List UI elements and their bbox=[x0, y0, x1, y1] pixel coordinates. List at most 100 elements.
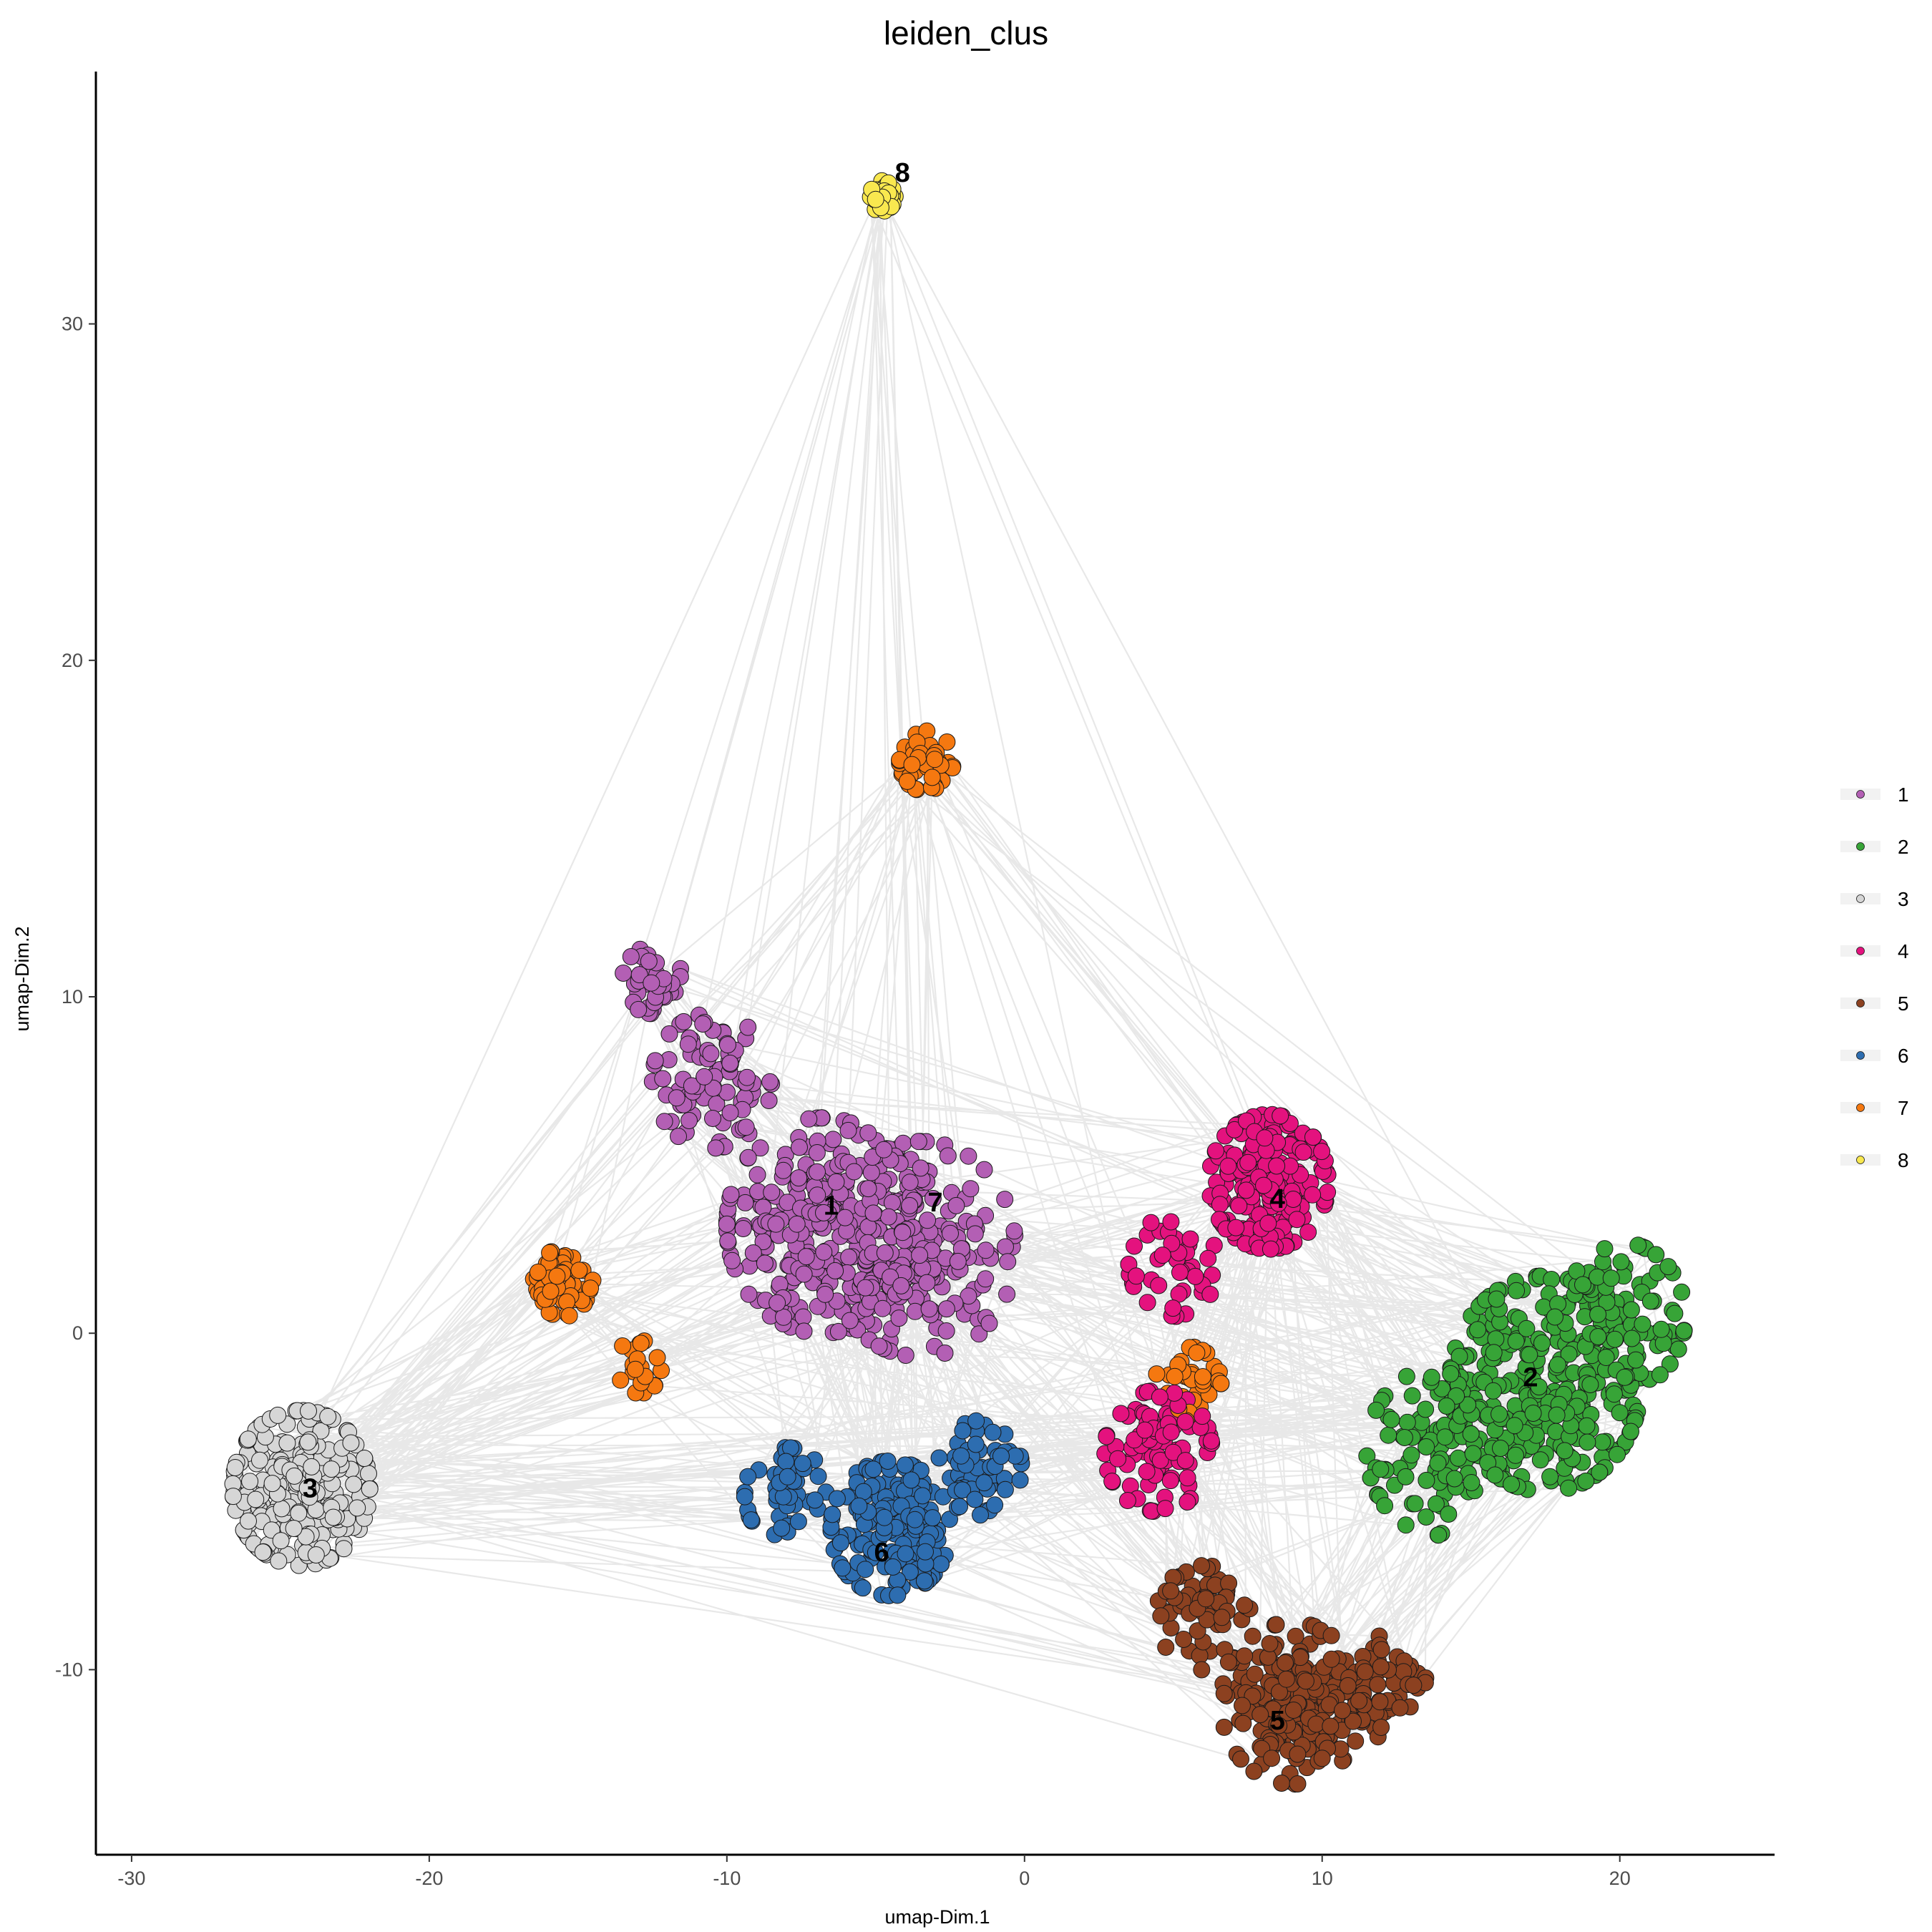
data-point-cluster-1 bbox=[901, 1196, 919, 1214]
data-point-cluster-2 bbox=[1616, 1368, 1634, 1386]
data-point-cluster-7 bbox=[529, 1263, 547, 1281]
data-point-cluster-7 bbox=[570, 1262, 588, 1279]
data-point-cluster-5 bbox=[1371, 1693, 1389, 1711]
data-point-cluster-3 bbox=[251, 1451, 268, 1469]
data-point-cluster-7 bbox=[560, 1307, 578, 1324]
x-tick-label: -20 bbox=[415, 1868, 443, 1889]
data-point-cluster-5 bbox=[1345, 1712, 1362, 1730]
data-point-cluster-7 bbox=[582, 1279, 600, 1297]
data-point-cluster-4 bbox=[1166, 1384, 1184, 1402]
data-point-cluster-5 bbox=[1245, 1762, 1263, 1780]
data-point-cluster-5 bbox=[1284, 1702, 1302, 1719]
data-point-cluster-5 bbox=[1322, 1717, 1340, 1735]
data-point-cluster-2 bbox=[1579, 1433, 1596, 1451]
data-point-cluster-6 bbox=[806, 1491, 824, 1509]
legend-swatch bbox=[1856, 842, 1865, 851]
data-point-cluster-2 bbox=[1402, 1446, 1420, 1464]
data-point-cluster-3 bbox=[324, 1508, 342, 1526]
data-point-cluster-2 bbox=[1506, 1417, 1523, 1435]
data-point-cluster-4 bbox=[1256, 1129, 1274, 1147]
data-point-cluster-1 bbox=[795, 1322, 813, 1340]
data-point-cluster-2 bbox=[1669, 1340, 1687, 1358]
data-point-cluster-4 bbox=[1202, 1432, 1220, 1450]
data-point-cluster-1 bbox=[892, 1277, 910, 1294]
data-point-cluster-4 bbox=[1304, 1128, 1322, 1146]
data-point-cluster-2 bbox=[1574, 1276, 1591, 1294]
data-point-cluster-2 bbox=[1531, 1451, 1549, 1469]
data-point-cluster-1 bbox=[615, 965, 633, 982]
data-point-cluster-3 bbox=[254, 1543, 272, 1561]
data-point-cluster-2 bbox=[1376, 1497, 1394, 1515]
data-point-cluster-2 bbox=[1436, 1428, 1454, 1446]
data-point-cluster-1 bbox=[824, 1131, 842, 1148]
data-point-cluster-2 bbox=[1463, 1474, 1480, 1491]
data-point-cluster-4 bbox=[1259, 1214, 1277, 1232]
data-point-cluster-1 bbox=[809, 1163, 826, 1181]
data-point-cluster-6 bbox=[779, 1468, 796, 1485]
data-point-cluster-2 bbox=[1560, 1479, 1578, 1497]
data-point-cluster-6 bbox=[967, 1412, 985, 1430]
data-point-cluster-6 bbox=[972, 1506, 989, 1524]
data-point-cluster-6 bbox=[954, 1481, 971, 1499]
data-point-cluster-5 bbox=[1322, 1650, 1340, 1668]
data-point-cluster-6 bbox=[915, 1572, 933, 1590]
network-edges bbox=[233, 182, 1685, 1785]
data-point-cluster-2 bbox=[1548, 1406, 1566, 1424]
data-point-cluster-5 bbox=[1236, 1596, 1254, 1614]
data-point-cluster-2 bbox=[1492, 1440, 1509, 1457]
data-point-cluster-2 bbox=[1445, 1470, 1463, 1488]
data-point-cluster-4 bbox=[1163, 1234, 1181, 1252]
data-point-cluster-7 bbox=[1188, 1344, 1206, 1362]
legend-item-2: 2 bbox=[1840, 836, 1909, 858]
data-point-cluster-2 bbox=[1521, 1346, 1538, 1364]
data-point-cluster-1 bbox=[845, 1163, 863, 1181]
data-point-cluster-6 bbox=[864, 1460, 882, 1478]
data-point-cluster-3 bbox=[323, 1460, 341, 1478]
data-point-cluster-2 bbox=[1442, 1365, 1460, 1382]
data-point-cluster-1 bbox=[763, 1184, 781, 1201]
data-point-cluster-1 bbox=[897, 1347, 914, 1364]
data-point-cluster-2 bbox=[1647, 1246, 1665, 1264]
data-point-cluster-7 bbox=[632, 1335, 650, 1352]
data-point-cluster-7 bbox=[542, 1282, 560, 1300]
data-point-cluster-6 bbox=[901, 1563, 919, 1581]
data-point-cluster-2 bbox=[1560, 1345, 1578, 1363]
data-point-cluster-1 bbox=[791, 1138, 808, 1156]
data-point-cluster-2 bbox=[1403, 1387, 1421, 1405]
axes: -30 -20 -10 0 10 20 -10 0 10 20 30 bbox=[55, 72, 1775, 1889]
data-point-cluster-1 bbox=[767, 1215, 785, 1233]
data-point-cluster-5 bbox=[1350, 1692, 1368, 1709]
y-axis-label: umap-Dim.2 bbox=[11, 926, 33, 1031]
legend-swatch bbox=[1856, 1156, 1865, 1164]
data-point-cluster-2 bbox=[1418, 1508, 1435, 1526]
data-point-cluster-4 bbox=[1272, 1107, 1289, 1125]
data-point-cluster-5 bbox=[1297, 1672, 1314, 1690]
data-point-cluster-4 bbox=[1226, 1121, 1244, 1138]
data-point-cluster-4 bbox=[1153, 1246, 1171, 1264]
data-point-cluster-1 bbox=[702, 1045, 720, 1063]
data-point-cluster-3 bbox=[247, 1491, 265, 1508]
data-point-cluster-2 bbox=[1606, 1330, 1624, 1348]
data-point-cluster-1 bbox=[788, 1215, 806, 1233]
data-point-cluster-3 bbox=[345, 1475, 363, 1493]
legend-item-5: 5 bbox=[1840, 992, 1909, 1015]
data-point-cluster-4 bbox=[1186, 1267, 1204, 1285]
data-point-cluster-1 bbox=[774, 1161, 792, 1179]
data-point-cluster-5 bbox=[1219, 1653, 1237, 1671]
legend-item-3: 3 bbox=[1840, 888, 1909, 910]
data-point-cluster-2 bbox=[1507, 1446, 1524, 1464]
data-point-cluster-4 bbox=[1151, 1388, 1169, 1406]
data-point-cluster-3 bbox=[240, 1512, 257, 1530]
data-point-cluster-4 bbox=[1162, 1213, 1180, 1231]
data-point-cluster-5 bbox=[1372, 1641, 1390, 1659]
data-point-cluster-3 bbox=[290, 1504, 308, 1522]
data-point-cluster-2 bbox=[1367, 1401, 1385, 1419]
data-point-cluster-6 bbox=[996, 1480, 1014, 1498]
data-point-cluster-4 bbox=[1103, 1473, 1121, 1491]
data-point-cluster-2 bbox=[1541, 1468, 1559, 1485]
y-tick-label: 20 bbox=[62, 650, 83, 671]
data-point-cluster-1 bbox=[876, 1244, 894, 1262]
data-point-cluster-1 bbox=[841, 1312, 859, 1330]
data-point-cluster-1 bbox=[760, 1092, 778, 1109]
data-point-cluster-3 bbox=[273, 1500, 291, 1518]
